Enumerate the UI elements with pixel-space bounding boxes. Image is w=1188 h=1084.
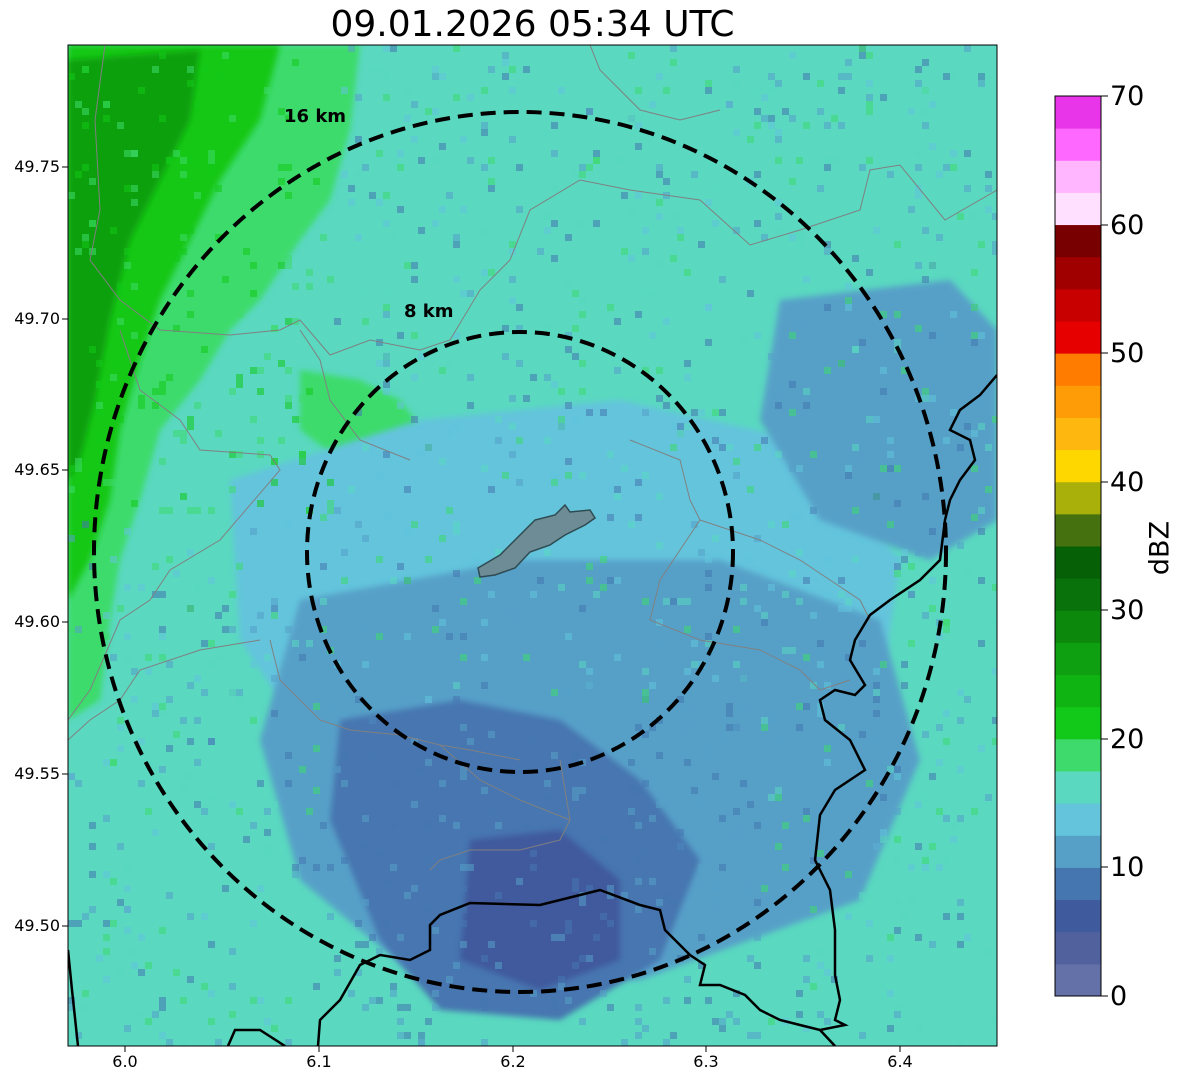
colorbar-band <box>1055 546 1101 579</box>
colorbar-label: dBZ <box>1144 520 1176 576</box>
y-tick-label: 49.75 <box>14 157 60 176</box>
x-tick-label: 6.3 <box>693 1052 719 1071</box>
colorbar-band <box>1055 353 1101 386</box>
colorbar-band <box>1055 610 1101 643</box>
colorbar-band <box>1055 385 1101 418</box>
x-tick-label: 6.2 <box>500 1052 526 1071</box>
city-outline <box>477 503 597 578</box>
colorbar-band <box>1055 899 1101 933</box>
colorbar-tick-label: 70 <box>1110 81 1145 112</box>
colorbar-band <box>1055 192 1101 226</box>
colorbar-tick-label: 10 <box>1110 852 1145 883</box>
colorbar-band <box>1055 963 1101 997</box>
colorbar-tick-label: 40 <box>1110 467 1145 498</box>
y-tick-label: 49.70 <box>14 309 60 328</box>
colorbar-band <box>1055 417 1101 451</box>
ring-8km <box>305 330 735 774</box>
reflectivity-field <box>68 45 997 1046</box>
x-tick-label: 6.4 <box>887 1052 913 1071</box>
y-tick-marks <box>62 166 68 927</box>
colorbar-band <box>1055 642 1101 676</box>
colorbar-band <box>1055 738 1101 772</box>
ring-label-16km: 16 km <box>284 106 347 127</box>
colorbar-band <box>1055 931 1101 965</box>
commune-boundaries <box>68 45 997 871</box>
colorbar-band <box>1055 803 1101 836</box>
ring-label-8km: 8 km <box>404 301 454 322</box>
colorbar-band <box>1055 481 1101 515</box>
country-borders <box>68 374 997 1046</box>
colorbar-band <box>1055 513 1101 547</box>
colorbar-tick-label: 60 <box>1110 210 1145 241</box>
colorbar-band <box>1055 771 1101 804</box>
colorbar <box>1055 96 1101 997</box>
colorbar-band <box>1055 578 1101 611</box>
colorbar-tick-label: 30 <box>1110 595 1145 626</box>
colorbar-band <box>1055 449 1101 483</box>
x-tick-label: 6.1 <box>306 1052 332 1071</box>
colorbar-band <box>1055 224 1101 258</box>
y-tick-label: 49.60 <box>14 612 60 631</box>
colorbar-band <box>1055 706 1101 740</box>
colorbar-frame <box>1054 95 1102 997</box>
colorbar-tick-label: 50 <box>1110 338 1145 369</box>
colorbar-tick-marks <box>1101 95 1108 997</box>
ring-16km <box>92 110 948 994</box>
colorbar-band <box>1055 835 1101 868</box>
chart-title: 09.01.2026 05:34 UTC <box>330 4 735 45</box>
colorbar-tick-label: 20 <box>1110 724 1145 755</box>
y-tick-label: 49.50 <box>14 916 60 935</box>
colorbar-band <box>1055 321 1101 354</box>
y-tick-label: 49.65 <box>14 460 60 479</box>
colorbar-band <box>1055 256 1101 290</box>
colorbar-band <box>1055 96 1101 129</box>
colorbar-band <box>1055 288 1101 322</box>
colorbar-band <box>1055 128 1101 161</box>
y-tick-label: 49.55 <box>14 764 60 783</box>
colorbar-tick-label: 0 <box>1110 981 1128 1012</box>
range-rings <box>92 110 948 994</box>
x-tick-marks <box>124 1046 901 1052</box>
plot-frame <box>67 44 998 1047</box>
colorbar-band <box>1055 674 1101 708</box>
x-tick-label: 6.0 <box>112 1052 138 1071</box>
colorbar-band <box>1055 160 1101 193</box>
colorbar-band <box>1055 867 1101 901</box>
